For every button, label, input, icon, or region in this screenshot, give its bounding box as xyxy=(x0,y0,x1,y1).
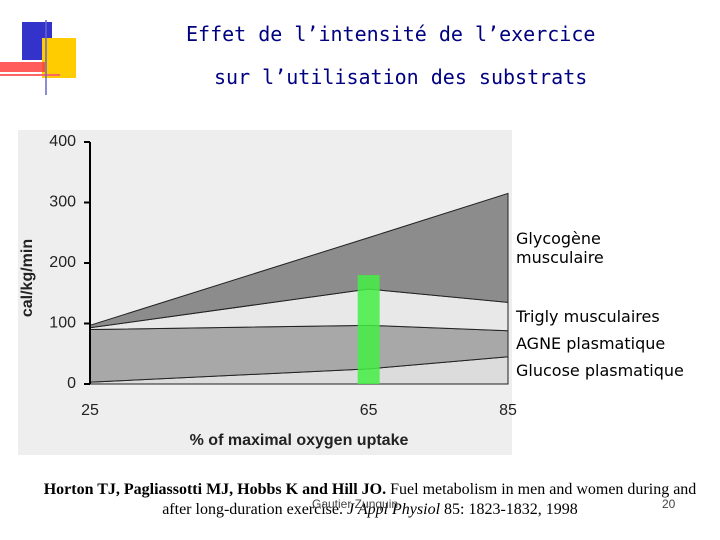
citation-authors: Horton TJ, Pagliassotti MJ, Hobbs K and … xyxy=(43,481,387,498)
legend-label: AGNE plasmatique xyxy=(516,334,666,354)
title-line: sur l’utilisation des substrats xyxy=(214,65,588,89)
legend-label: Glycogène musculaire xyxy=(516,228,604,267)
y-tick-label: 400 xyxy=(49,133,76,150)
x-tick-label: 25 xyxy=(81,402,99,419)
legend-label: Trigly musculaires xyxy=(516,307,660,327)
x-tick-label: 65 xyxy=(360,402,378,419)
y-tick-label: 0 xyxy=(67,375,76,392)
y-axis-label: cal/kg/min xyxy=(19,239,36,317)
footer: Gautier Zunquin xyxy=(312,497,399,511)
citation-ref: 85: 1823-1832, 1998 xyxy=(444,501,578,518)
title-line: Effet de l’intensité de l’exercice xyxy=(186,22,596,46)
y-tick-label: 100 xyxy=(49,315,76,332)
decoration xyxy=(0,20,76,95)
y-tick-label: 200 xyxy=(49,254,76,271)
x-tick-label: 85 xyxy=(499,402,517,419)
page-number: 20 xyxy=(662,497,676,511)
citation-text: Fuel metabolism in men and women during … xyxy=(162,481,697,518)
citation-journal: J Appl Physiol xyxy=(347,501,441,518)
y-tick-label: 300 xyxy=(49,194,76,211)
citation: Horton TJ, Pagliassotti MJ, Hobbs K and … xyxy=(40,480,700,520)
highlight-bar xyxy=(357,275,380,384)
legend-label: Glucose plasmatique xyxy=(516,360,684,380)
x-axis-label: % of maximal oxygen uptake xyxy=(190,432,409,449)
